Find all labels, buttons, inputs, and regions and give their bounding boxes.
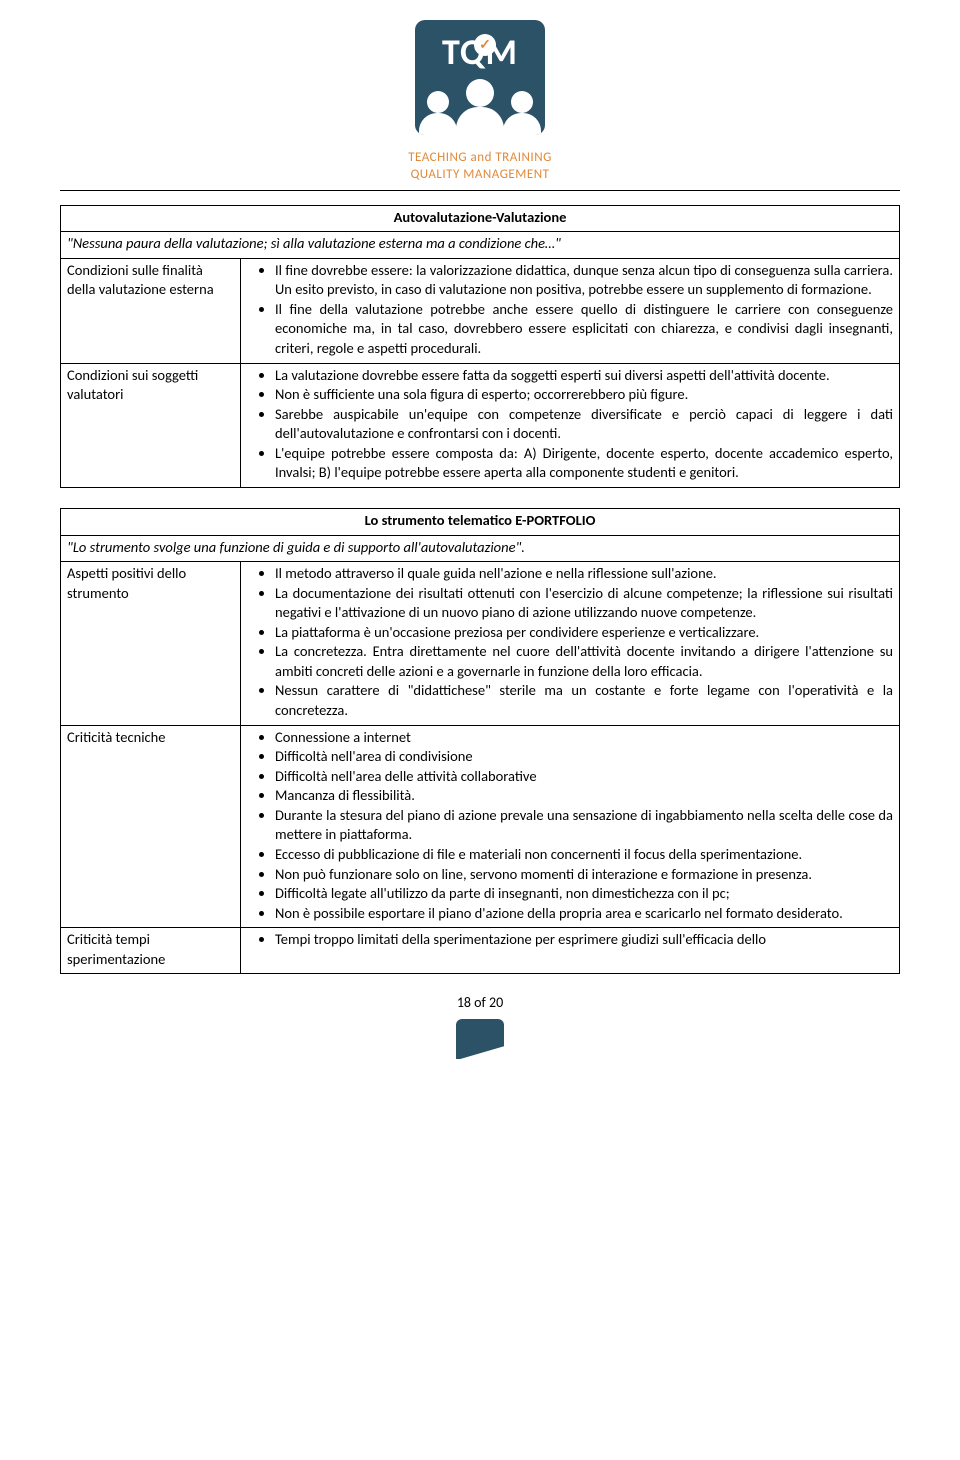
- list-item: Connessione a internet: [275, 728, 893, 748]
- list-item: Il fine della valutazione potrebbe anche…: [275, 300, 893, 359]
- tagline-line1: TEACHING and TRAINING: [408, 150, 552, 165]
- table2-row0-label: Aspetti positivi dello strumento: [61, 562, 241, 726]
- table1-row1-label: Condizioni sui soggetti valutatori: [61, 363, 241, 487]
- list-item: Non può funzionare solo on line, servono…: [275, 865, 893, 885]
- list-item: Sarebbe auspicabile un'equipe con compet…: [275, 405, 893, 444]
- table2-row2-label: Criticità tempi sperimentazione: [61, 928, 241, 974]
- list-item: Difficoltà legate all'utilizzo da parte …: [275, 884, 893, 904]
- table2-row1-label: Criticità tecniche: [61, 725, 241, 928]
- table1-row0-content: Il fine dovrebbe essere: la valorizzazio…: [241, 258, 900, 363]
- list-item: Non è sufficiente una sola figura di esp…: [275, 385, 893, 405]
- list-item: Eccesso di pubblicazione di file e mater…: [275, 845, 893, 865]
- list-item: Durante la stesura del piano di azione p…: [275, 806, 893, 845]
- table2-quote: "Lo strumento svolge una funzione di gui…: [61, 535, 900, 562]
- header-logo: TQM ✓ TEACHING and TRAINING QUALITY MANA…: [60, 20, 900, 184]
- list-item: Nessun carattere di "didattichese" steri…: [275, 681, 893, 720]
- table2-row2-content: Tempi troppo limitati della sperimentazi…: [241, 928, 900, 974]
- checkmark-icon: ✓: [474, 34, 496, 56]
- table2-row1-content: Connessione a internet Difficoltà nell'a…: [241, 725, 900, 928]
- list-item: La documentazione dei risultati ottenuti…: [275, 584, 893, 623]
- list-item: Il fine dovrebbe essere: la valorizzazio…: [275, 261, 893, 300]
- table1-row1-content: La valutazione dovrebbe essere fatta da …: [241, 363, 900, 487]
- header-rule: [60, 190, 900, 191]
- tqm-logo-icon: TQM ✓: [415, 20, 545, 135]
- list-item: La piattaforma è un'occasione preziosa p…: [275, 623, 893, 643]
- table1-quote: "Nessuna paura della valutazione; sì all…: [61, 232, 900, 259]
- footer-shape-icon: [456, 1019, 504, 1059]
- tagline: TEACHING and TRAINING QUALITY MANAGEMENT: [60, 149, 900, 184]
- list-item: Il metodo attraverso il quale guida nell…: [275, 564, 893, 584]
- list-item: Mancanza di flessibilità.: [275, 786, 893, 806]
- table2-title: Lo strumento telematico E-PORTFOLIO: [61, 508, 900, 535]
- list-item: L'equipe potrebbe essere composta da: A)…: [275, 444, 893, 483]
- people-icon: [415, 85, 545, 135]
- table-autovalutazione: Autovalutazione-Valutazione "Nessuna pau…: [60, 205, 900, 488]
- table2-row0-content: Il metodo attraverso il quale guida nell…: [241, 562, 900, 726]
- footer-logo: [60, 1019, 900, 1065]
- list-item: Tempi troppo limitati della sperimentazi…: [275, 930, 893, 950]
- table1-title: Autovalutazione-Valutazione: [61, 205, 900, 232]
- table-eportfolio: Lo strumento telematico E-PORTFOLIO "Lo …: [60, 508, 900, 974]
- page-number: 18 of 20: [60, 994, 900, 1013]
- list-item: Non è possibile esportare il piano d'azi…: [275, 904, 893, 924]
- list-item: Difficoltà nell'area delle attività coll…: [275, 767, 893, 787]
- list-item: La valutazione dovrebbe essere fatta da …: [275, 366, 893, 386]
- list-item: Difficoltà nell'area di condivisione: [275, 747, 893, 767]
- table1-row0-label: Condizioni sulle finalità della valutazi…: [61, 258, 241, 363]
- list-item: La concretezza. Entra direttamente nel c…: [275, 642, 893, 681]
- tagline-line2: QUALITY MANAGEMENT: [60, 166, 900, 184]
